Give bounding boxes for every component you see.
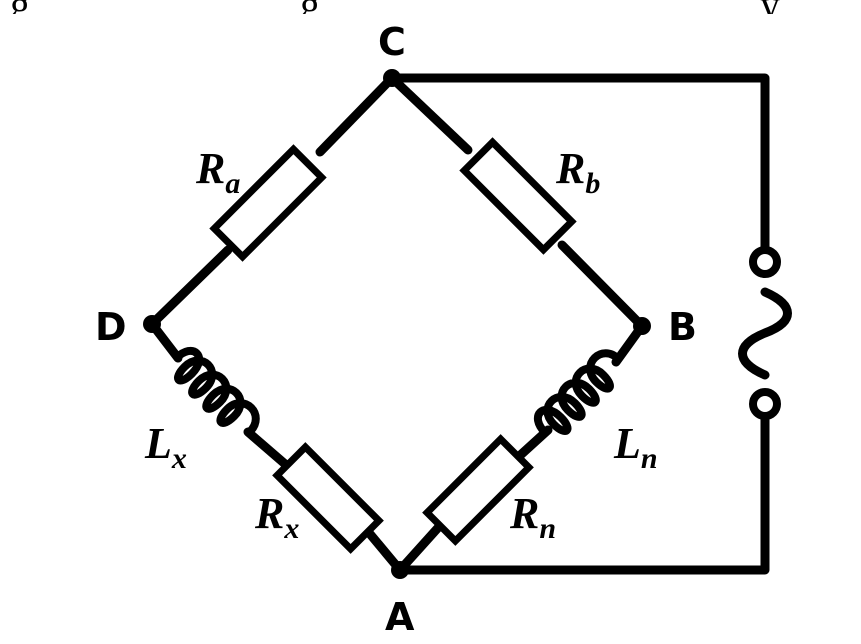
svg-text:g: g xyxy=(10,0,30,27)
source-terminal-top xyxy=(749,246,781,278)
label-ln: Ln xyxy=(613,419,658,475)
node-a-dot xyxy=(391,561,409,579)
resistor-rb xyxy=(459,137,577,255)
node-label-b: B xyxy=(668,305,697,349)
node-label-d: D xyxy=(95,305,127,349)
label-rn: Rn xyxy=(509,489,556,545)
label-lx: Lx xyxy=(144,419,187,475)
node-d-dot xyxy=(143,315,161,333)
node-label-c: C xyxy=(378,20,406,64)
cut-off-top-text: g g y xyxy=(10,0,780,27)
label-rb: Rb xyxy=(555,144,600,200)
svg-text:g: g xyxy=(300,0,320,27)
node-c-dot xyxy=(383,69,401,87)
resistor-rn xyxy=(422,434,534,546)
label-rx: Rx xyxy=(254,489,299,545)
svg-text:y: y xyxy=(760,0,780,27)
inductor-lx xyxy=(173,346,260,435)
ac-source-symbol xyxy=(738,287,792,380)
resistor-ra xyxy=(209,144,327,262)
resistor-rx xyxy=(272,442,384,554)
inductor-ln xyxy=(533,349,622,436)
node-label-a: A xyxy=(385,595,415,639)
label-ra: Ra xyxy=(195,144,240,200)
node-b-dot xyxy=(633,317,651,335)
source-terminal-bottom xyxy=(749,388,781,420)
